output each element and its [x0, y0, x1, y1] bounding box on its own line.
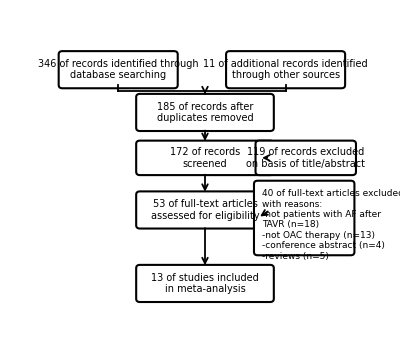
- FancyBboxPatch shape: [136, 192, 274, 229]
- Text: 172 of records
screened: 172 of records screened: [170, 147, 240, 169]
- Text: 11 of additional records identified
through other sources: 11 of additional records identified thro…: [203, 59, 368, 81]
- Text: 53 of full-text articles
assessed for eligibility: 53 of full-text articles assessed for el…: [151, 199, 259, 221]
- Text: 119 of records excluded
on basis of title/abstract: 119 of records excluded on basis of titl…: [246, 147, 365, 169]
- Text: 40 of full-text articles excluded,
with reasons:
-not patients with AF after
TAV: 40 of full-text articles excluded, with …: [262, 189, 400, 261]
- FancyBboxPatch shape: [136, 265, 274, 302]
- FancyBboxPatch shape: [254, 181, 354, 255]
- FancyBboxPatch shape: [136, 141, 274, 175]
- FancyBboxPatch shape: [256, 141, 356, 175]
- Text: 13 of studies included
in meta-analysis: 13 of studies included in meta-analysis: [151, 273, 259, 294]
- FancyBboxPatch shape: [136, 94, 274, 131]
- Text: 346 of records identified through
database searching: 346 of records identified through databa…: [38, 59, 198, 81]
- Text: 185 of records after
duplicates removed: 185 of records after duplicates removed: [157, 102, 253, 123]
- FancyBboxPatch shape: [226, 51, 345, 88]
- FancyBboxPatch shape: [59, 51, 178, 88]
